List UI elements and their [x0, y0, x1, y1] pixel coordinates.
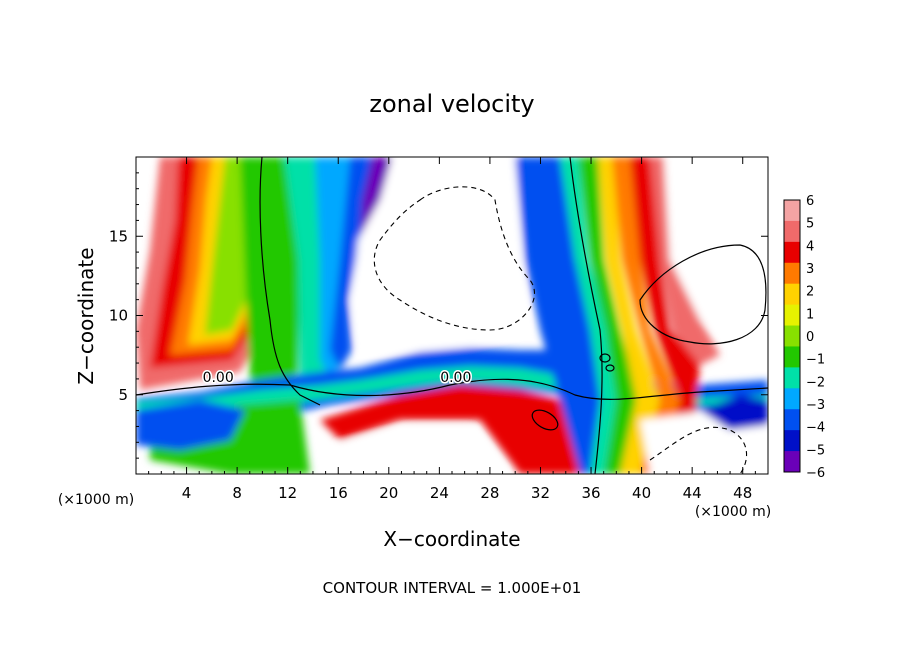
small-contour-oval: [531, 409, 559, 431]
right-closed-contour: [639, 244, 767, 345]
x-tick-label: 8: [232, 484, 242, 502]
colorbar-label: 0: [806, 330, 814, 345]
zero-contour-right: [569, 157, 603, 474]
colorbar-label: −5: [806, 443, 825, 458]
white-dome: [352, 157, 525, 350]
colorbar-label: −4: [806, 421, 825, 436]
colorbar-swatch: [784, 283, 800, 306]
colorbar-swatch: [784, 388, 800, 410]
x-tick-label: 24: [430, 484, 449, 502]
colorbar-swatch: [784, 241, 800, 264]
colorbar: 6 5 4 3 2 1 0 −1 −2 −3 −4 −5 −6: [783, 194, 825, 481]
x-tick-label: 48: [733, 484, 752, 502]
right-jet-yellow: [598, 157, 660, 474]
x-tick-label: 28: [480, 484, 499, 502]
colorbar-label: −1: [806, 353, 825, 368]
x-tick-label: 36: [581, 484, 600, 502]
colorbar-swatch: [784, 325, 800, 347]
x-axis: 4 8 12 16 20 24 28 32 36 40 44 48: [148, 157, 756, 502]
y-axis-label: Z−coordinate: [74, 247, 98, 384]
right-jet-red: [630, 157, 700, 474]
colorbar-label: 5: [806, 217, 814, 232]
colorbar-label: −6: [806, 466, 825, 481]
colorbar-swatch: [784, 367, 800, 389]
colorbar-label: −3: [806, 398, 825, 413]
right-jet-blue: [515, 157, 610, 474]
purple-band: [360, 157, 392, 240]
colorbar-frame: [783, 199, 801, 473]
contour-interval-note: CONTOUR INTERVAL = 1.000E+01: [323, 579, 582, 597]
colorbar-swatch: [784, 451, 800, 473]
x-tick-label: 32: [531, 484, 550, 502]
chart-title: zonal velocity: [369, 90, 534, 118]
x-tick-label: 40: [632, 484, 651, 502]
x-tick-label: 44: [683, 484, 702, 502]
right-jet-green: [578, 157, 640, 474]
right-white-region: [664, 157, 768, 345]
contour-label: 0.00: [440, 370, 471, 386]
x-tick-label: 4: [182, 484, 192, 502]
x-unit-left: (×1000 m): [58, 492, 134, 508]
zero-contour-shear: [136, 378, 768, 400]
colorbar-swatch: [784, 409, 800, 431]
lower-mid-white: [330, 428, 505, 474]
colorbar-label: 3: [806, 262, 814, 277]
y-tick-label: 15: [109, 227, 128, 245]
colorbar-label: −2: [806, 375, 825, 390]
colorbar-swatch: [784, 304, 800, 327]
colorbar-label: 6: [806, 194, 814, 209]
y-tick-label: 10: [109, 307, 128, 325]
y-tick-label: 5: [118, 386, 128, 404]
y-axis: 5 10 15: [109, 172, 768, 459]
small-contour-oval-2: [599, 353, 611, 363]
colorbar-swatch: [784, 262, 800, 285]
lower-left-blue: [136, 400, 245, 450]
green-band: [240, 157, 300, 390]
dashed-contour-dome: [373, 186, 536, 331]
right-jet-cyan: [560, 157, 620, 474]
colorbar-swatch: [784, 430, 800, 452]
lower-right-blue: [700, 395, 768, 430]
x-tick-label: 20: [379, 484, 398, 502]
x-tick-label: 16: [329, 484, 348, 502]
colorbar-label: 1: [806, 307, 814, 322]
x-axis-label: X−coordinate: [383, 527, 520, 551]
small-contour-oval-3: [605, 364, 615, 372]
colorbar-swatch: [784, 200, 800, 222]
velocity-field: 0.00 0.00: [136, 157, 768, 474]
left-jet-green: [205, 157, 246, 335]
colorbar-swatch: [784, 220, 800, 243]
lower-mid-red: [320, 385, 580, 474]
x-unit-right: (×1000 m): [695, 504, 771, 520]
x-tick-label: 12: [278, 484, 297, 502]
colorbar-label: 4: [806, 239, 814, 254]
zero-contour-left: [259, 157, 321, 406]
colorbar-swatch: [784, 346, 800, 368]
contour-label: 0.00: [203, 370, 234, 386]
colorbar-label: 2: [806, 285, 814, 300]
